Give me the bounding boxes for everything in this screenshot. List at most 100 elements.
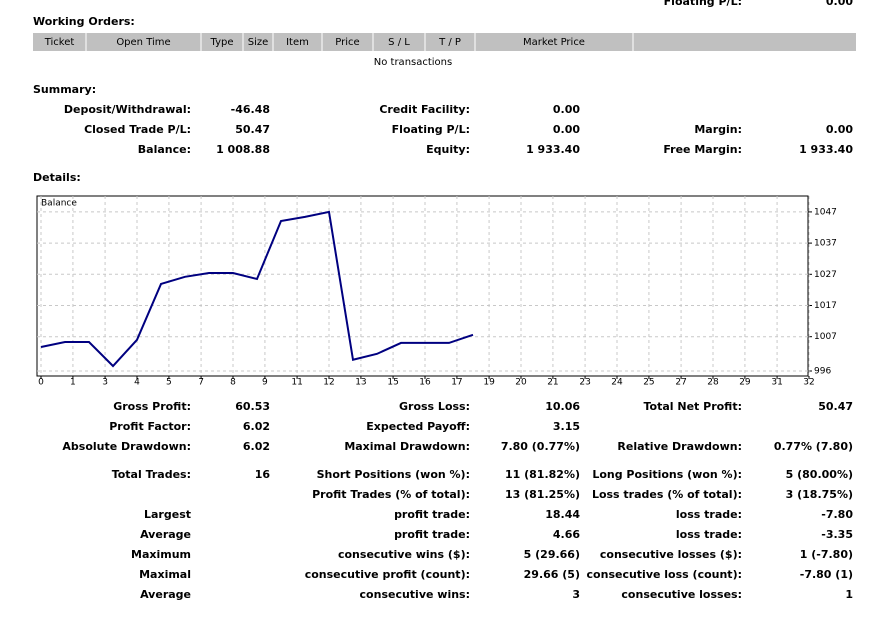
field-value: 0.00: [826, 123, 853, 136]
field-value: 5 (29.66): [524, 548, 580, 561]
field-value: 0.77% (7.80): [774, 440, 853, 453]
field-value: 13 (81.25%): [505, 488, 580, 501]
field-label: Profit Factor:: [109, 420, 191, 433]
x-tick-label: 19: [483, 378, 495, 388]
field-label: Margin:: [694, 123, 742, 136]
field-label: Loss trades (% of total):: [592, 488, 742, 501]
field-value: 3: [572, 588, 580, 601]
field-label: consecutive losses:: [621, 588, 742, 601]
field-value: 0.00: [553, 103, 580, 116]
field-value: 0.00: [553, 123, 580, 136]
field-label: Floating P/L:: [392, 123, 470, 136]
field-value: -46.48: [231, 103, 270, 116]
column-header: Size: [248, 37, 269, 48]
legend-label: Balance: [41, 199, 77, 209]
field-label: consecutive losses ($):: [600, 548, 742, 561]
field-value: -3.35: [821, 528, 853, 541]
x-tick-label: 5: [166, 378, 172, 388]
field-label: Balance:: [138, 143, 191, 156]
field-label: Long Positions (won %):: [592, 468, 742, 481]
y-tick-label: 996: [814, 367, 831, 377]
field-value: 5 (80.00%): [786, 468, 853, 481]
x-tick-label: 21: [547, 378, 558, 388]
top-value: 0.00: [826, 0, 853, 8]
column-header: Type: [210, 37, 234, 48]
x-tick-label: 32: [803, 378, 814, 388]
column-header: Price: [335, 37, 359, 48]
y-tick-label: 1037: [814, 239, 837, 249]
field-label: Absolute Drawdown:: [62, 440, 191, 453]
y-tick-label: 1017: [814, 301, 837, 311]
x-tick-label: 0: [38, 378, 44, 388]
column-header: Item: [286, 37, 309, 48]
field-label: Closed Trade P/L:: [84, 123, 191, 136]
field-label: Average: [140, 588, 191, 601]
field-label: loss trade:: [676, 528, 742, 541]
field-label: Largest: [144, 508, 191, 521]
field-value: 6.02: [243, 420, 270, 433]
empty-note: No transactions: [374, 57, 452, 68]
field-value: 7.80 (0.77%): [501, 440, 580, 453]
x-tick-label: 7: [198, 378, 204, 388]
x-tick-label: 4: [134, 378, 140, 388]
field-value: 3.15: [553, 420, 580, 433]
field-value: 1 (-7.80): [800, 548, 853, 561]
field-value: 18.44: [545, 508, 580, 521]
field-value: 10.06: [545, 400, 580, 413]
section-title: Summary:: [33, 83, 96, 96]
x-tick-label: 20: [515, 378, 527, 388]
x-tick-label: 3: [102, 378, 108, 388]
field-value: 50.47: [235, 123, 270, 136]
field-label: Expected Payoff:: [366, 420, 470, 433]
x-tick-label: 27: [675, 378, 686, 388]
field-label: Equity:: [426, 143, 470, 156]
field-value: 11 (81.82%): [505, 468, 580, 481]
column-header: Ticket: [44, 37, 75, 48]
x-tick-label: 16: [419, 378, 431, 388]
field-label: Credit Facility:: [379, 103, 470, 116]
x-tick-label: 13: [355, 378, 366, 388]
x-tick-label: 15: [387, 378, 398, 388]
field-label: consecutive loss (count):: [587, 568, 742, 581]
field-value: 1 933.40: [799, 143, 853, 156]
field-label: Gross Profit:: [113, 400, 191, 413]
x-tick-label: 29: [739, 378, 751, 388]
field-label: profit trade:: [394, 508, 470, 521]
column-header: Market Price: [523, 37, 585, 48]
x-tick-label: 25: [643, 378, 654, 388]
field-label: Gross Loss:: [399, 400, 470, 413]
x-tick-label: 28: [707, 378, 719, 388]
x-tick-label: 11: [291, 378, 302, 388]
x-tick-label: 31: [771, 378, 782, 388]
field-value: 3 (18.75%): [786, 488, 853, 501]
y-tick-label: 1027: [814, 270, 837, 280]
x-tick-label: 23: [579, 378, 590, 388]
column-header: Open Time: [116, 37, 170, 48]
column-header: T / P: [438, 37, 461, 48]
column-header: S / L: [388, 37, 410, 48]
field-label: Maximal Drawdown:: [344, 440, 470, 453]
field-label: Free Margin:: [663, 143, 742, 156]
field-label: profit trade:: [394, 528, 470, 541]
field-label: Maximal: [139, 568, 191, 581]
field-label: Maximum: [131, 548, 191, 561]
section-title: Working Orders:: [33, 15, 135, 28]
field-value: -7.80 (1): [800, 568, 853, 581]
balance-line: [40, 210, 474, 368]
field-label: Total Net Profit:: [644, 400, 743, 413]
field-value: 1 933.40: [526, 143, 580, 156]
field-label: Deposit/Withdrawal:: [64, 103, 191, 116]
field-value: -7.80: [821, 508, 853, 521]
field-value: 60.53: [235, 400, 270, 413]
x-tick-label: 17: [451, 378, 462, 388]
field-value: 29.66 (5): [524, 568, 580, 581]
field-label: Profit Trades (% of total):: [312, 488, 470, 501]
field-label: Average: [140, 528, 191, 541]
field-value: 6.02: [243, 440, 270, 453]
section-title: Details:: [33, 171, 81, 184]
field-label: loss trade:: [676, 508, 742, 521]
chart-frame: [36, 195, 809, 377]
top-label: Floating P/L:: [664, 0, 742, 8]
